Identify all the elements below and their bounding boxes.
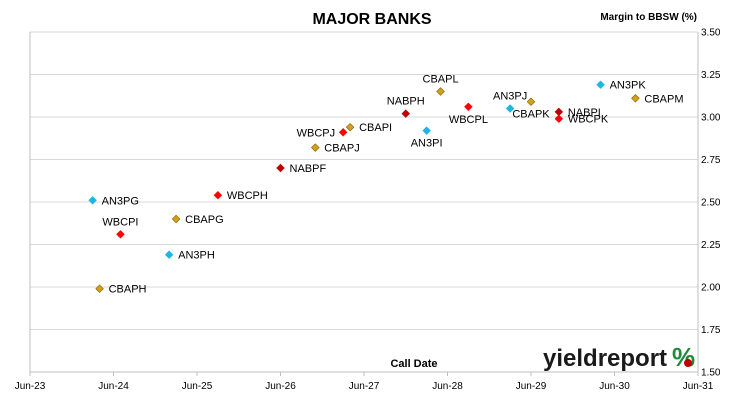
y-tick-label: 2.00 [701, 283, 721, 294]
data-point-cbapl [436, 87, 445, 96]
data-point-an3pg [88, 196, 97, 205]
point-label-nabph: NABPH [387, 96, 425, 108]
data-point-wbcpj [338, 128, 348, 137]
x-tick-label: Jun-28 [432, 381, 463, 392]
data-points [88, 80, 640, 293]
x-tick-label: Jun-24 [98, 381, 129, 392]
data-point-nabpf [276, 163, 285, 173]
y-tick-label: 3.25 [701, 70, 721, 81]
axes [29, 32, 699, 376]
point-label-cbapj: CBAPJ [324, 143, 359, 155]
point-label-an3pg: AN3PG [102, 195, 139, 207]
data-point-an3pj [505, 104, 515, 113]
y-tick-label: 1.75 [701, 325, 721, 336]
point-label-wbcpl: WBCPL [449, 114, 488, 126]
data-point-an3pi [422, 126, 431, 135]
data-point-cbapk [526, 97, 536, 106]
y-tick-label: 2.75 [701, 155, 721, 166]
point-label-wbcpj: WBCPJ [297, 127, 336, 139]
x-axis-label: Call Date [390, 358, 437, 370]
data-point-wbcph [213, 190, 223, 200]
point-label-an3pk: AN3PK [610, 80, 647, 92]
data-point-wbcpi [116, 230, 125, 239]
data-point-cbapi [345, 122, 355, 132]
point-label-wbcpi: WBCPI [102, 216, 138, 228]
x-tick-label: Jun-27 [349, 381, 380, 392]
data-point-nabph [401, 109, 410, 118]
data-point-cbapm [631, 94, 640, 103]
point-label-cbapg: CBAPG [185, 214, 224, 226]
logo-wordmark: yieldreport [543, 345, 667, 372]
x-tick-label: Jun-29 [516, 381, 547, 392]
logo-percent-icon: % [672, 342, 695, 372]
chart-title: MAJOR BANKS [312, 11, 431, 28]
point-label-nabpf: NABPF [290, 163, 327, 175]
data-point-an3ph [164, 250, 174, 259]
logo-red-dot [684, 359, 692, 367]
point-label-wbcpk: WBCPK [568, 114, 609, 126]
x-tick-label: Jun-26 [265, 381, 296, 392]
data-point-an3pk [596, 80, 605, 89]
y-tick-label: 2.50 [701, 198, 721, 209]
tick-labels: 1.50 1.75 2.00 2.25 2.50 2.75 3.00 3.25 3.50 Jun-… [15, 28, 721, 393]
point-label-nabpi: NABPI [568, 107, 601, 119]
grid-lines [30, 31, 698, 373]
data-point-cbapj [311, 143, 320, 152]
data-point-wbcpk [554, 114, 564, 123]
y-tick-label: 3.50 [701, 28, 721, 39]
point-label-wbcph: WBCPH [227, 190, 268, 202]
x-tick-label: Jun-31 [683, 381, 714, 392]
point-label-cbaph: CBAPH [109, 284, 147, 296]
point-label-cbapk: CBAPK [512, 109, 550, 121]
data-point-cbapg [171, 214, 181, 224]
point-label-cbapm: CBAPM [644, 93, 683, 105]
yieldreport-logo: yieldreport % [543, 342, 695, 372]
data-point-wbcpl [464, 102, 473, 112]
x-tick-label: Jun-23 [15, 381, 46, 392]
point-label-an3pj: AN3PJ [493, 91, 527, 103]
y-axis-label: Margin to BBSW (%) [600, 12, 697, 23]
point-labels: AN3PG WBCPI CBAPH CBAPG AN3PH WBCPH NABPF CBAPJ… [102, 74, 684, 296]
x-tick-label: Jun-25 [182, 381, 213, 392]
data-point-cbaph [95, 284, 104, 293]
point-label-cbapl: CBAPL [423, 74, 459, 86]
y-tick-label: 2.25 [701, 240, 721, 251]
point-label-an3ph: AN3PH [178, 250, 215, 262]
point-label-an3pi: AN3PI [411, 138, 443, 150]
x-tick-label: Jun-30 [599, 381, 630, 392]
y-tick-label: 3.00 [701, 113, 721, 124]
point-label-cbapi: CBAPI [359, 122, 392, 134]
y-tick-label: 1.50 [701, 368, 721, 379]
